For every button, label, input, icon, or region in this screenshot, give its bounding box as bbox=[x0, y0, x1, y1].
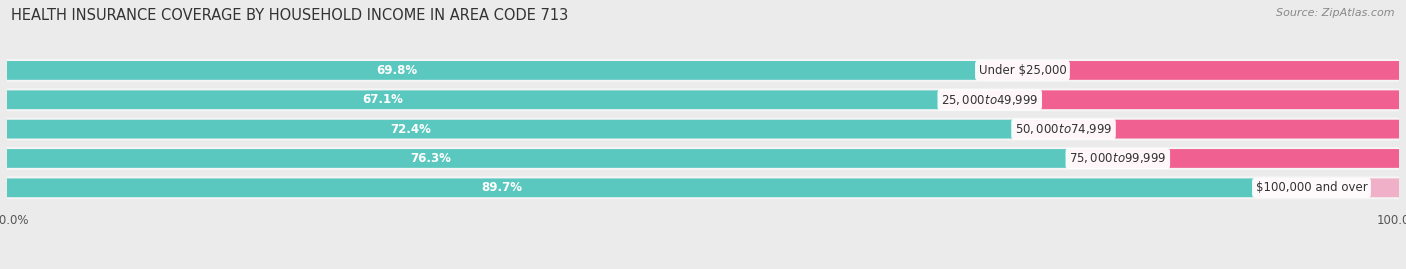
FancyBboxPatch shape bbox=[1069, 149, 1399, 168]
FancyBboxPatch shape bbox=[7, 120, 1015, 139]
Text: 69.8%: 69.8% bbox=[377, 64, 418, 77]
Text: 67.1%: 67.1% bbox=[361, 93, 404, 106]
FancyBboxPatch shape bbox=[1015, 120, 1399, 139]
FancyBboxPatch shape bbox=[7, 147, 1399, 170]
Text: Under $25,000: Under $25,000 bbox=[979, 64, 1066, 77]
FancyBboxPatch shape bbox=[7, 88, 1399, 111]
Text: 76.3%: 76.3% bbox=[411, 152, 451, 165]
FancyBboxPatch shape bbox=[1256, 178, 1399, 197]
Text: HEALTH INSURANCE COVERAGE BY HOUSEHOLD INCOME IN AREA CODE 713: HEALTH INSURANCE COVERAGE BY HOUSEHOLD I… bbox=[11, 8, 568, 23]
FancyBboxPatch shape bbox=[7, 118, 1399, 141]
FancyBboxPatch shape bbox=[7, 178, 1256, 197]
Text: $25,000 to $49,999: $25,000 to $49,999 bbox=[941, 93, 1039, 107]
FancyBboxPatch shape bbox=[7, 149, 1069, 168]
FancyBboxPatch shape bbox=[7, 59, 1399, 82]
Text: $50,000 to $74,999: $50,000 to $74,999 bbox=[1015, 122, 1112, 136]
FancyBboxPatch shape bbox=[941, 90, 1399, 109]
Text: 89.7%: 89.7% bbox=[481, 181, 523, 194]
Text: $75,000 to $99,999: $75,000 to $99,999 bbox=[1069, 151, 1167, 165]
Text: $100,000 and over: $100,000 and over bbox=[1256, 181, 1368, 194]
Text: 72.4%: 72.4% bbox=[389, 123, 430, 136]
FancyBboxPatch shape bbox=[7, 176, 1399, 199]
FancyBboxPatch shape bbox=[979, 61, 1399, 80]
FancyBboxPatch shape bbox=[7, 90, 941, 109]
FancyBboxPatch shape bbox=[7, 61, 979, 80]
Text: Source: ZipAtlas.com: Source: ZipAtlas.com bbox=[1277, 8, 1395, 18]
